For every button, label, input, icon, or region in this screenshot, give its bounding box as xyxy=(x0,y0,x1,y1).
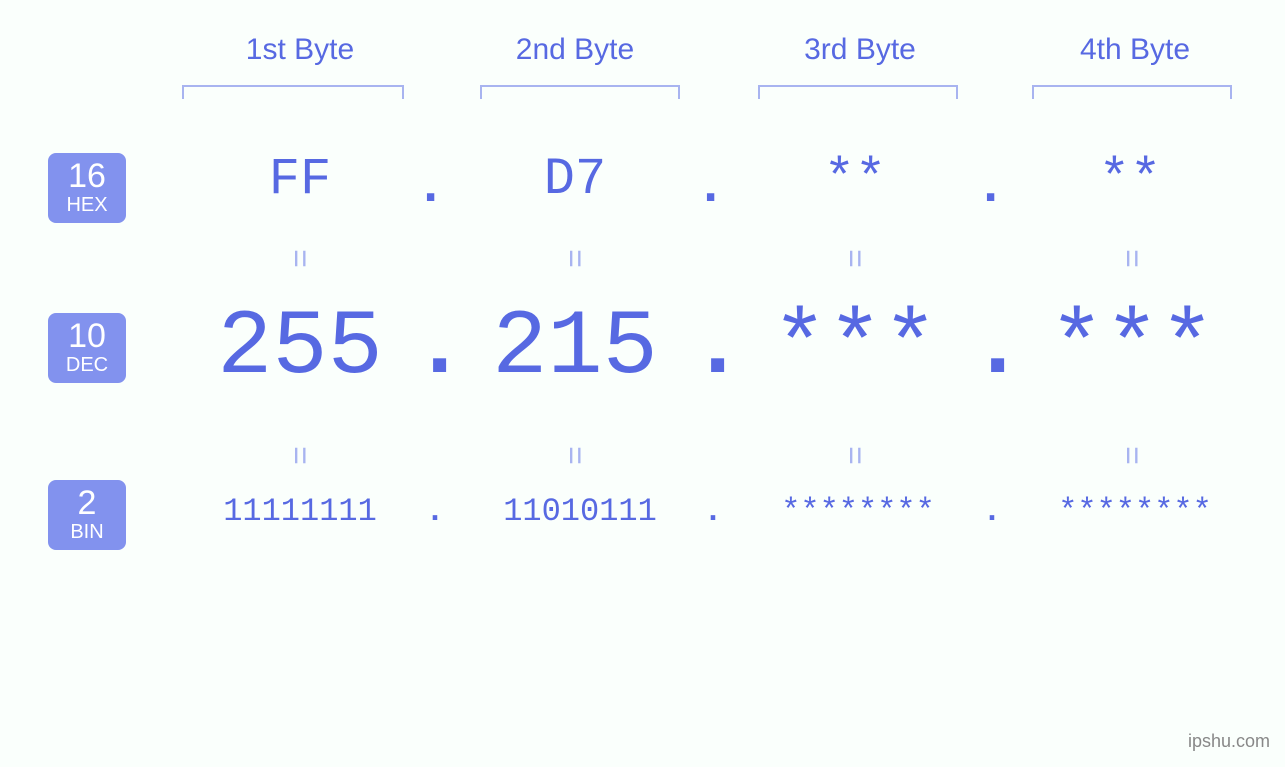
byte4-bracket xyxy=(1032,85,1232,99)
bin-dot2: . xyxy=(703,493,723,530)
hex-b4: ** xyxy=(1070,150,1190,209)
byte3-bracket xyxy=(758,85,958,99)
bin-badge: 2 BIN xyxy=(48,480,126,550)
dec-dot2: . xyxy=(690,295,730,400)
hex-b2: D7 xyxy=(515,150,635,209)
bin-dot3: . xyxy=(982,493,1002,530)
eq-hex-dec-3: = xyxy=(837,244,874,274)
eq-dec-bin-3: = xyxy=(837,441,874,471)
hex-badge: 16 HEX xyxy=(48,153,126,223)
dec-b1: 255 xyxy=(195,295,405,400)
dec-dot1: . xyxy=(412,295,452,400)
hex-base-label: HEX xyxy=(48,195,126,215)
dec-base-num: 10 xyxy=(48,319,126,353)
bin-base-num: 2 xyxy=(48,486,126,520)
eq-dec-bin-2: = xyxy=(557,441,594,471)
hex-base-num: 16 xyxy=(48,159,126,193)
byte1-bracket xyxy=(182,85,404,99)
byte2-bracket xyxy=(480,85,680,99)
dec-base-label: DEC xyxy=(48,355,126,375)
bin-base-label: BIN xyxy=(48,522,126,542)
dec-dot3: . xyxy=(970,295,1010,400)
hex-b3: ** xyxy=(795,150,915,209)
hex-dot1: . xyxy=(415,158,445,217)
ip-bytes-diagram: 1st Byte 2nd Byte 3rd Byte 4th Byte 16 H… xyxy=(0,0,1285,767)
byte2-header: 2nd Byte xyxy=(515,33,635,67)
dec-badge: 10 DEC xyxy=(48,313,126,383)
eq-dec-bin-1: = xyxy=(282,441,319,471)
bin-b2: 11010111 xyxy=(455,493,705,530)
hex-b1: FF xyxy=(240,150,360,209)
dec-b4: *** xyxy=(1027,295,1237,400)
eq-hex-dec-2: = xyxy=(557,244,594,274)
byte1-header: 1st Byte xyxy=(245,33,355,67)
bin-b4: ******** xyxy=(1010,493,1260,530)
eq-dec-bin-4: = xyxy=(1114,441,1151,471)
bin-b1: 11111111 xyxy=(175,493,425,530)
byte3-header: 3rd Byte xyxy=(800,33,920,67)
hex-dot3: . xyxy=(975,158,1005,217)
byte4-header: 4th Byte xyxy=(1075,33,1195,67)
hex-dot2: . xyxy=(695,158,725,217)
watermark: ipshu.com xyxy=(1188,731,1270,752)
dec-b2: 215 xyxy=(470,295,680,400)
bin-dot1: . xyxy=(425,493,445,530)
bin-b3: ******** xyxy=(733,493,983,530)
eq-hex-dec-4: = xyxy=(1114,244,1151,274)
eq-hex-dec-1: = xyxy=(282,244,319,274)
dec-b3: *** xyxy=(750,295,960,400)
